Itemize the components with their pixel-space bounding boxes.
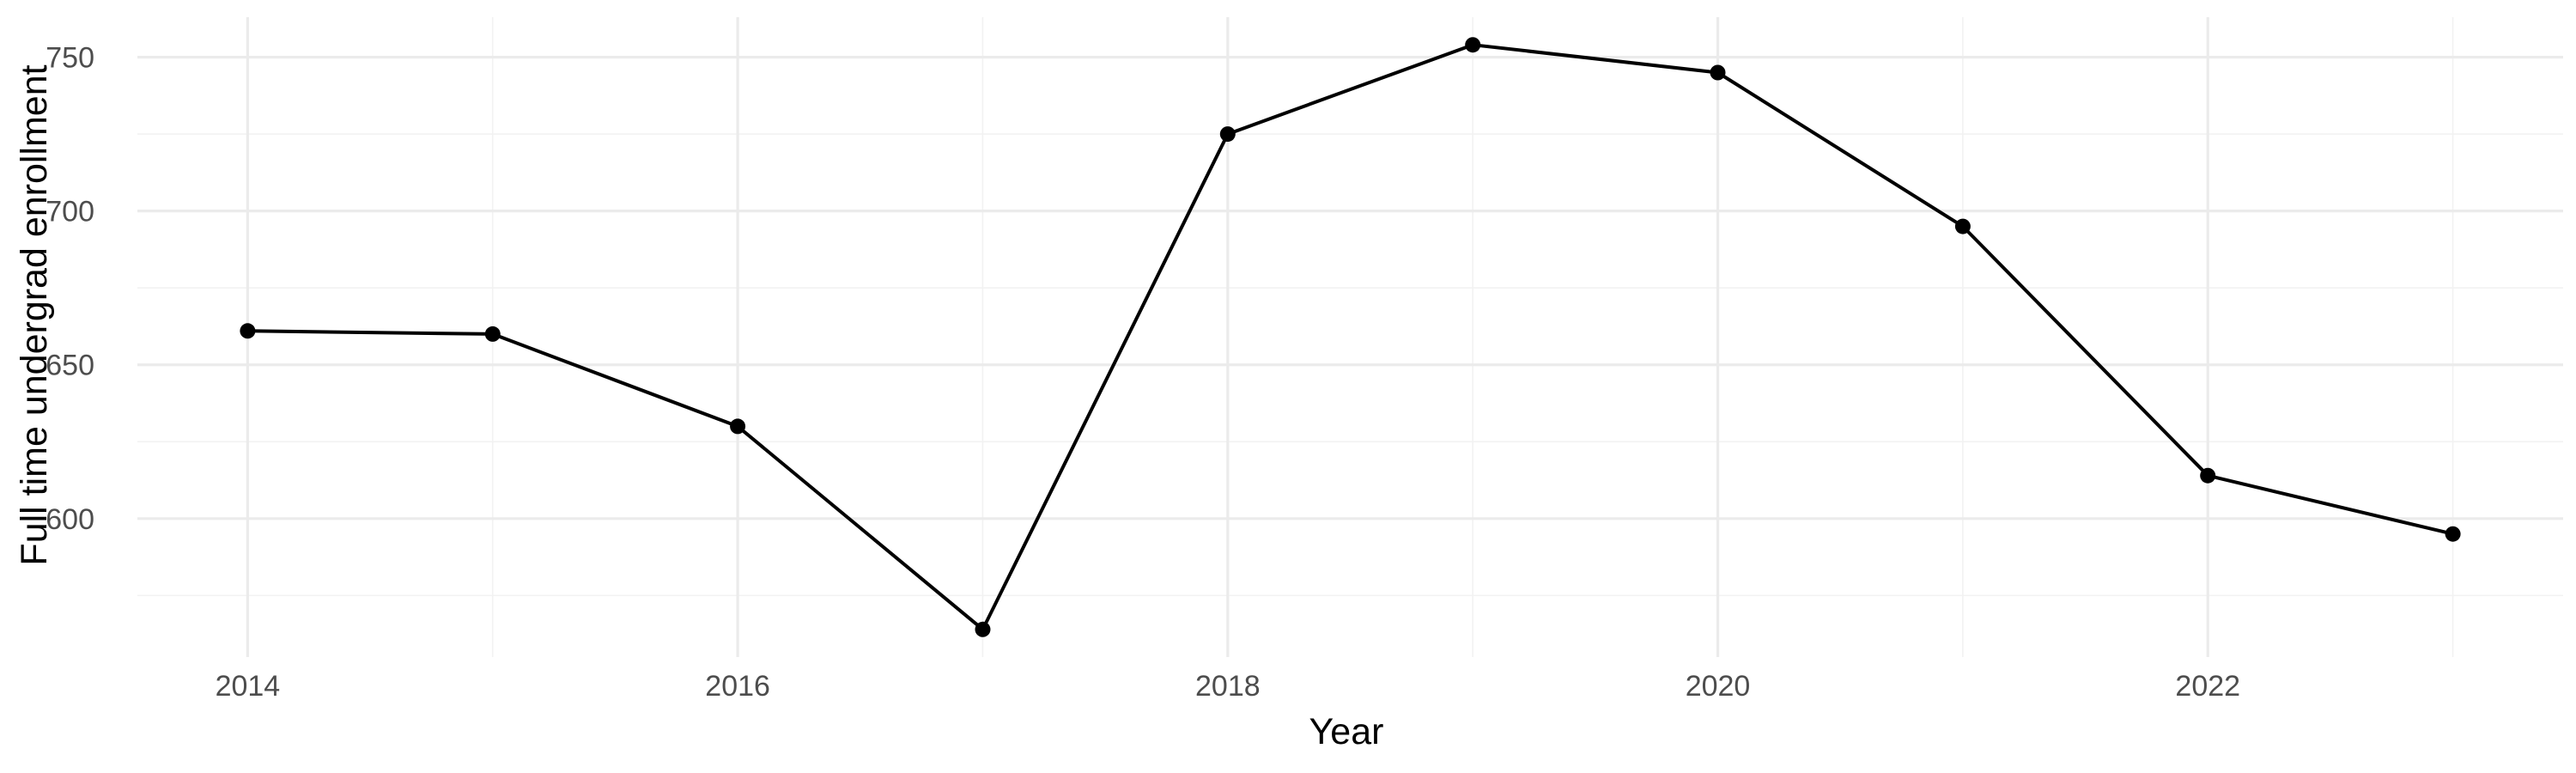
y-tick-label: 700 bbox=[46, 196, 94, 228]
data-point bbox=[2200, 467, 2216, 484]
data-point bbox=[2445, 526, 2461, 542]
y-axis-tick-labels: 600 650 700 750 bbox=[46, 42, 94, 536]
y-tick-label: 750 bbox=[46, 42, 94, 75]
data-point bbox=[1954, 218, 1971, 234]
x-axis-tick-labels: 2014 2016 2018 2020 2022 bbox=[216, 670, 2240, 703]
y-tick-label: 650 bbox=[46, 350, 94, 382]
y-axis-title: Full time undergrad enrollment bbox=[14, 64, 55, 565]
series-line bbox=[247, 43, 2454, 631]
data-point bbox=[240, 323, 256, 339]
x-tick-label: 2014 bbox=[216, 670, 281, 703]
y-tick-label: 600 bbox=[46, 503, 94, 536]
data-point bbox=[1465, 37, 1481, 53]
x-axis-title: Year bbox=[1309, 711, 1384, 752]
data-point bbox=[484, 326, 501, 342]
data-point bbox=[1219, 126, 1236, 143]
data-point bbox=[730, 418, 746, 435]
x-tick-label: 2016 bbox=[705, 670, 770, 703]
series-layer bbox=[240, 37, 2461, 637]
x-tick-label: 2018 bbox=[1195, 670, 1261, 703]
data-point bbox=[975, 621, 991, 637]
data-point bbox=[1710, 64, 1726, 81]
x-tick-label: 2022 bbox=[2175, 670, 2240, 703]
x-tick-label: 2020 bbox=[1686, 670, 1751, 703]
